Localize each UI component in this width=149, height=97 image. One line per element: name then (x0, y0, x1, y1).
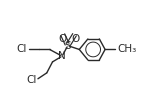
Text: Cl: Cl (17, 44, 27, 54)
Text: CH₃: CH₃ (117, 44, 136, 54)
Text: Cl: Cl (26, 75, 36, 85)
Text: O: O (71, 34, 80, 44)
Text: O: O (58, 34, 66, 44)
Text: N: N (58, 51, 66, 61)
Text: S: S (65, 41, 71, 51)
